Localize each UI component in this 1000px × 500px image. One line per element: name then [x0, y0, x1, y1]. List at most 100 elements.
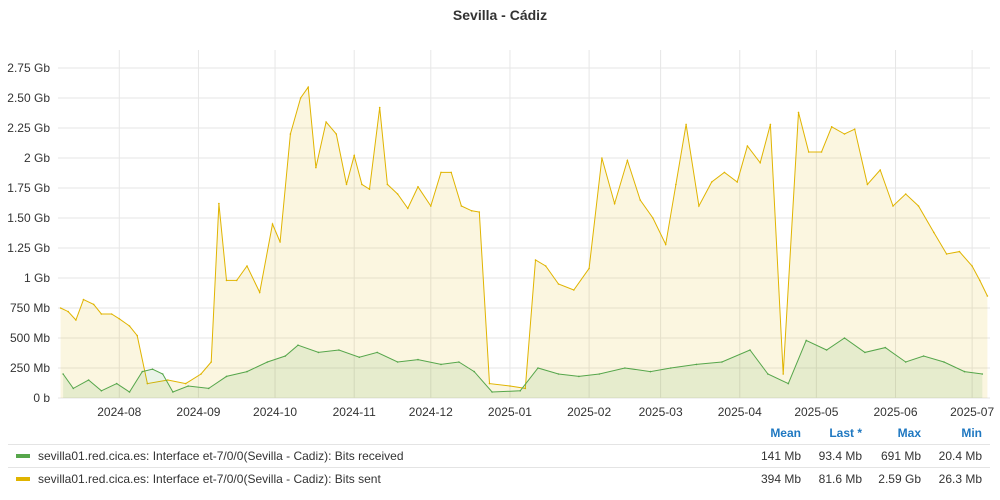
data-point — [246, 370, 248, 373]
data-point — [524, 387, 527, 390]
y-tick-label: 750 Mb — [10, 301, 50, 315]
series-line[interactable] — [60, 85, 988, 389]
data-point — [258, 291, 261, 294]
y-tick-label: 500 Mb — [10, 331, 50, 345]
data-point — [721, 361, 723, 363]
data-point — [797, 111, 800, 114]
data-point — [110, 313, 113, 315]
data-point — [769, 123, 772, 126]
data-point — [805, 339, 807, 342]
data-point — [460, 205, 463, 207]
data-point — [981, 373, 984, 375]
data-point — [670, 367, 672, 369]
data-point — [210, 361, 212, 363]
data-point — [299, 97, 302, 99]
x-tick-label: 2025-04 — [718, 405, 762, 419]
legend-table: Mean Last * Max Min sevilla01.red.cica.e… — [8, 422, 990, 490]
data-point — [146, 382, 149, 385]
legend-max-value: 2.59 Gb — [878, 472, 921, 486]
data-point — [335, 133, 338, 135]
legend-swatch-sent — [16, 477, 30, 481]
data-point — [289, 133, 292, 135]
data-point — [958, 250, 961, 253]
x-tick-label: 2024-12 — [409, 405, 453, 419]
series-line[interactable] — [62, 337, 983, 393]
data-point — [184, 382, 187, 385]
x-tick-label: 2025-01 — [488, 405, 532, 419]
data-point — [601, 157, 603, 159]
data-point — [534, 259, 537, 261]
data-point — [759, 162, 761, 164]
x-tick-label: 2025-06 — [873, 405, 917, 419]
chart-plot[interactable]: 0 b 250 Mb 500 Mb 750 Mb 1 Gb 1.25 Gb 1.50 Gb 1… — [0, 0, 1000, 420]
data-point — [736, 181, 738, 183]
legend-col-mean[interactable]: Mean — [770, 426, 801, 440]
series-area — [63, 338, 983, 398]
data-point — [904, 361, 907, 363]
data-point — [386, 183, 389, 186]
data-point — [509, 385, 511, 387]
data-point — [544, 265, 547, 267]
data-point — [578, 375, 580, 378]
data-point — [652, 217, 654, 219]
data-point — [626, 159, 629, 162]
data-point — [172, 391, 174, 393]
legend-row-received[interactable]: sevilla01.red.cica.es: Interface et-7/0/… — [8, 444, 990, 467]
data-point — [843, 133, 846, 135]
y-tick-label: 1.50 Gb — [7, 211, 50, 225]
x-tick-label: 2025-02 — [567, 405, 611, 419]
data-point — [218, 202, 220, 205]
data-point — [843, 337, 846, 339]
data-point — [225, 279, 228, 282]
data-point — [933, 231, 935, 234]
data-point — [639, 199, 641, 201]
legend-min-value: 26.3 Mb — [938, 472, 982, 486]
legend-row-sent[interactable]: sevilla01.red.cica.es: Interface et-7/0/… — [8, 467, 990, 490]
data-point — [879, 169, 881, 171]
data-point — [820, 151, 823, 153]
data-point — [598, 373, 601, 375]
data-point — [884, 346, 887, 349]
data-point — [75, 319, 77, 321]
x-tick-label: 2024-09 — [176, 405, 220, 419]
data-point — [649, 370, 652, 373]
x-tick-label: 2025-05 — [794, 405, 838, 419]
data-point — [100, 313, 103, 315]
data-point — [92, 303, 95, 306]
y-tick-label: 2.75 Gb — [7, 61, 50, 75]
legend-col-max[interactable]: Max — [897, 426, 921, 440]
data-point — [971, 265, 973, 267]
data-point — [963, 370, 966, 373]
data-point — [378, 106, 381, 109]
y-tick-label: 2.50 Gb — [7, 91, 50, 105]
data-point — [115, 382, 118, 385]
data-point — [82, 298, 85, 301]
y-tick-label: 1.75 Gb — [7, 181, 50, 195]
legend-series-name[interactable]: sevilla01.red.cica.es: Interface et-7/0/… — [38, 472, 381, 486]
data-point — [407, 207, 409, 210]
data-point — [325, 121, 327, 123]
data-point — [613, 202, 616, 205]
data-point — [396, 193, 399, 195]
legend-col-last[interactable]: Last * — [829, 426, 862, 440]
x-tick-label: 2024-10 — [253, 405, 297, 419]
data-point — [225, 375, 228, 378]
legend-mean-value: 394 Mb — [760, 472, 801, 486]
data-point — [473, 370, 476, 373]
data-point — [943, 361, 945, 363]
data-point — [664, 243, 667, 246]
data-point — [904, 193, 907, 195]
legend-series-name[interactable]: sevilla01.red.cica.es: Interface et-7/0/… — [38, 449, 404, 463]
data-point — [307, 86, 310, 88]
data-point — [284, 355, 287, 357]
data-point — [62, 373, 64, 375]
data-point — [979, 279, 981, 282]
legend-col-min[interactable]: Min — [961, 426, 982, 440]
data-point — [537, 367, 539, 369]
series-group-1 — [59, 85, 989, 398]
series-group-0 — [62, 337, 984, 398]
data-point — [458, 361, 460, 363]
data-point — [315, 166, 317, 169]
data-point — [358, 356, 361, 359]
data-point — [59, 307, 62, 309]
